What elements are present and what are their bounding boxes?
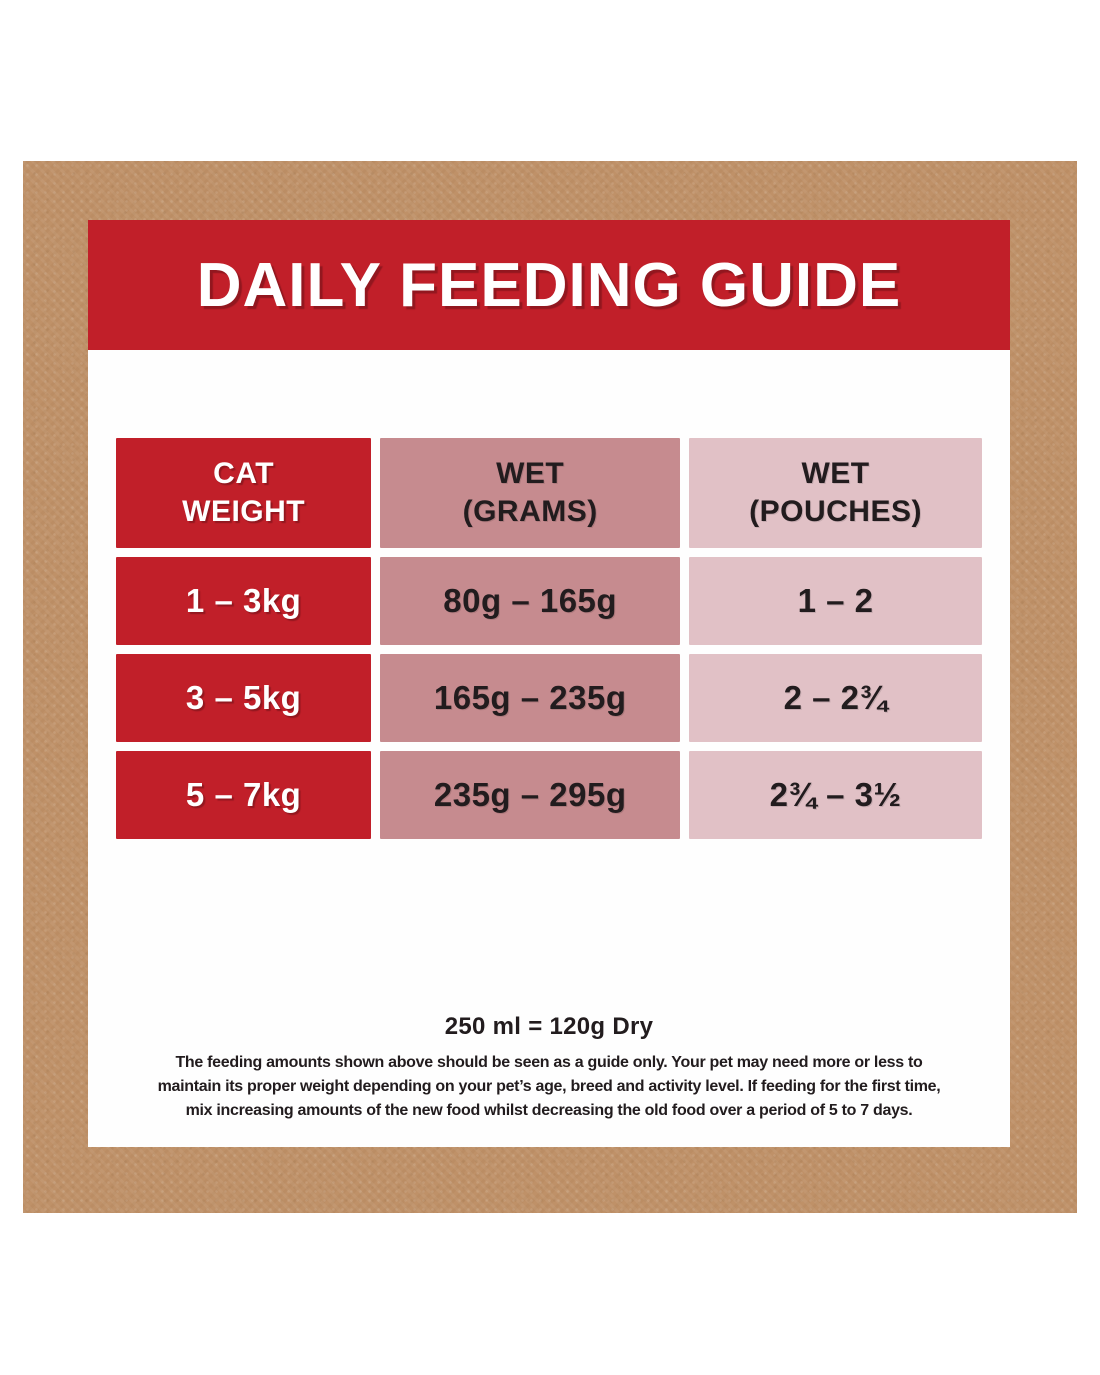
header-wet-grams-line2: (GRAMS) [462,495,598,528]
header-wet-pouches: WET (POUCHES) [689,438,982,548]
header-cat-weight-line2: WEIGHT [182,495,306,528]
disclaimer-line-1: The feeding amounts shown above should b… [175,1054,923,1071]
footer-notes: 250 ml = 120g Dry The feeding amounts sh… [88,1013,1010,1123]
table-row-1-weight: 1 – 3kg [116,557,372,645]
cell-grams-3: 235g – 295g [433,776,627,813]
header-cat-weight: CAT WEIGHT [116,438,372,548]
page-title: DAILY FEEDING GUIDE [196,250,902,320]
header-wet-pouches-line2: (POUCHES) [749,495,922,528]
cell-grams-2: 165g – 235g [433,679,627,716]
table-row-3-weight: 5 – 7kg [116,751,372,839]
title-banner: DAILY FEEDING GUIDE [88,220,1010,350]
cell-pouches-1: 1 – 2 [797,582,874,619]
disclaimer-line-2: maintain its proper weight depending on … [157,1078,941,1095]
feeding-table: CAT WEIGHT WET (GRAMS) WET (POUCHES) 1 –… [116,438,982,839]
cell-pouches-3: 2¾ – 3½ [769,776,902,813]
table-row-2-weight: 3 – 5kg [116,654,372,742]
feeding-guide-panel: DAILY FEEDING GUIDE CAT WEIGHT WET (GRAM… [88,220,1010,1147]
header-wet-grams: WET (GRAMS) [380,438,681,548]
dry-equivalence-note: 250 ml = 120g Dry [444,1013,654,1040]
table-row-3-pouches: 2¾ – 3½ [689,751,982,839]
cell-pouches-2: 2 – 2¾ [783,679,888,716]
header-wet-grams-line1: WET [496,457,565,490]
cell-weight-2: 3 – 5kg [185,679,302,716]
table-row-1-grams: 80g – 165g [380,557,681,645]
cell-grams-1: 80g – 165g [443,582,618,619]
table-row-3-grams: 235g – 295g [380,751,681,839]
header-cat-weight-line1: CAT [213,457,275,490]
table-row-2-grams: 165g – 235g [380,654,681,742]
header-wet-pouches-line1: WET [801,457,870,490]
disclaimer-line-3: mix increasing amounts of the new food w… [185,1102,913,1119]
table-row-1-pouches: 1 – 2 [689,557,982,645]
cell-weight-1: 1 – 3kg [185,582,302,619]
cell-weight-3: 5 – 7kg [185,776,302,813]
table-row-2-pouches: 2 – 2¾ [689,654,982,742]
